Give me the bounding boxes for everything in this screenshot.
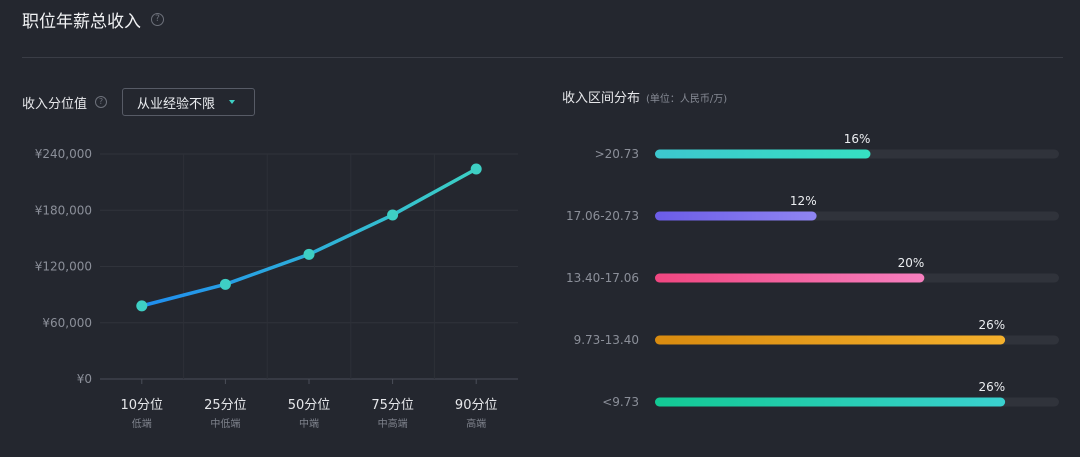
x-tick-label: 25分位 (204, 398, 247, 413)
bar-category-label: 9.73-13.40 (574, 333, 639, 347)
page-title: 职位年薪总收入 ? (22, 7, 164, 32)
bar-category-label: 13.40-17.06 (566, 271, 639, 285)
x-tick-label: 75分位 (371, 398, 414, 413)
x-sublabel: 高端 (466, 417, 486, 430)
distribution-header: 收入区间分布 (单位：人民币/万) (562, 87, 727, 106)
distribution-bar-chart: >20.73 16% 17.06-20.73 12% 13.40-17.06 20% 9.7… (566, 132, 1059, 409)
header-divider (22, 57, 1063, 58)
bar-value-label: 16% (844, 132, 871, 146)
y-tick-label: ¥120,000 (35, 260, 92, 274)
data-point[interactable] (303, 248, 315, 260)
x-sublabel: 中低端 (210, 417, 240, 430)
page-title-text: 职位年薪总收入 (22, 12, 141, 32)
caret-down-icon (229, 100, 236, 104)
data-point[interactable] (470, 163, 482, 175)
y-tick-label: ¥240,000 (35, 147, 92, 161)
data-point[interactable] (219, 278, 231, 290)
percentile-help-icon[interactable]: ? (95, 96, 108, 108)
help-icon[interactable]: ? (151, 13, 164, 26)
series-line (140, 167, 478, 308)
bar[interactable] (655, 273, 925, 283)
bar-value-label: 20% (898, 256, 925, 270)
y-tick-label: ¥180,000 (35, 203, 92, 217)
x-sublabel: 中端 (299, 417, 319, 430)
distribution-unit: (单位：人民币/万) (646, 94, 728, 105)
bar-value-label: 26% (978, 318, 1005, 332)
percentile-label: 收入分位值 (22, 96, 88, 112)
x-tick-label: 50分位 (288, 398, 331, 413)
experience-dropdown-value: 从业经验不限 (137, 96, 216, 112)
x-tick-label: 10分位 (121, 398, 164, 413)
bar-category-label: <9.73 (602, 395, 639, 409)
data-point[interactable] (136, 300, 148, 312)
bar[interactable] (655, 397, 1006, 407)
distribution-label: 收入区间分布 (562, 91, 641, 106)
bar[interactable] (655, 335, 1006, 345)
data-point[interactable] (387, 209, 399, 221)
bar-value-label: 26% (978, 380, 1005, 394)
y-tick-label: ¥60,000 (42, 316, 92, 330)
bar[interactable] (655, 211, 817, 221)
x-tick-label: 90分位 (455, 398, 498, 413)
bar-value-label: 12% (790, 194, 817, 208)
y-tick-label: ¥0 (77, 372, 92, 386)
bar[interactable] (655, 149, 871, 159)
experience-dropdown[interactable]: 从业经验不限 (122, 88, 256, 116)
x-sublabel: 中高端 (378, 417, 408, 430)
percentile-header: 收入分位值 ? 从业经验不限 (22, 88, 256, 116)
x-sublabel: 低端 (132, 417, 152, 430)
bar-category-label: 17.06-20.73 (566, 209, 639, 223)
bar-category-label: >20.73 (595, 147, 639, 161)
